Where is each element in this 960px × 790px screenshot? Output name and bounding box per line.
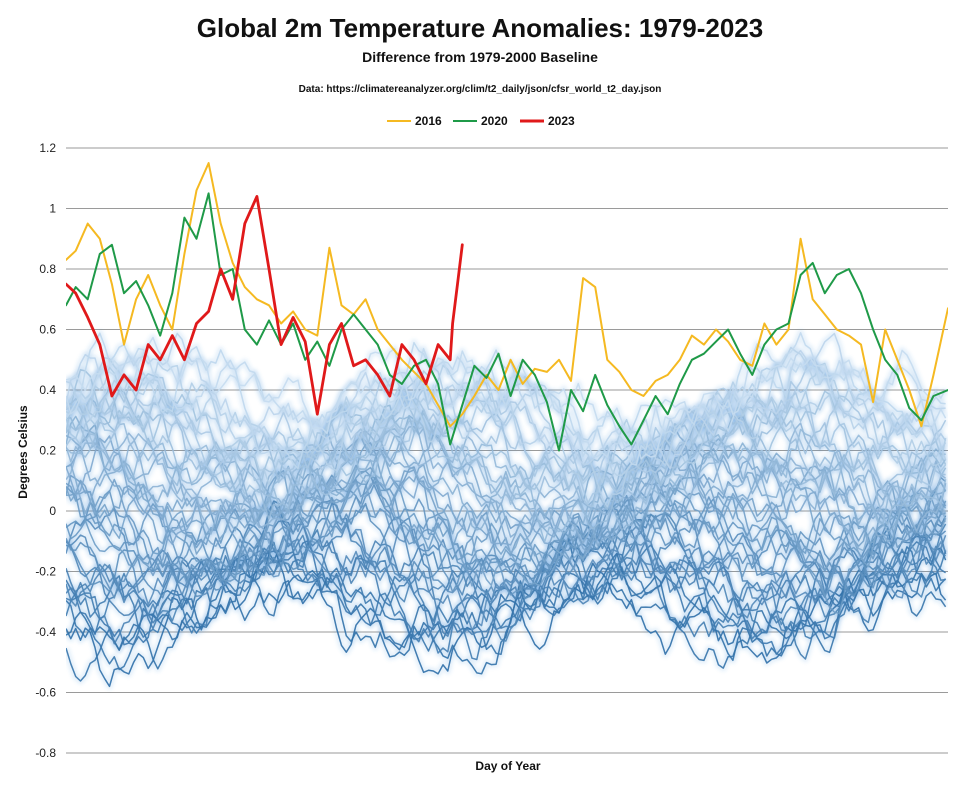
y-tick-label: 0.8 xyxy=(39,262,56,276)
x-axis-label: Day of Year xyxy=(475,759,540,773)
background-years-lines xyxy=(66,332,947,688)
y-tick-label: 1 xyxy=(49,202,56,216)
background-year-line xyxy=(66,537,947,682)
y-tick-label: -0.6 xyxy=(35,686,56,700)
background-year-line xyxy=(66,434,947,552)
background-year-line xyxy=(66,358,947,482)
background-year-line xyxy=(66,362,947,485)
y-tick-label: 0.6 xyxy=(39,323,56,337)
background-year-line xyxy=(66,499,947,631)
data-source-note: Data: https://climatereanalyzer.org/clim… xyxy=(299,84,662,95)
background-year-line xyxy=(66,387,947,530)
background-year-line xyxy=(66,332,946,470)
chart-subtitle: Difference from 1979-2000 Baseline xyxy=(362,49,598,65)
y-tick-label: -0.8 xyxy=(35,746,56,760)
background-year-line xyxy=(66,474,946,598)
background-year-line xyxy=(66,547,947,675)
y-axis-label: Degrees Celsius xyxy=(16,405,30,499)
y-tick-label: -0.2 xyxy=(35,565,56,579)
legend-label-2016: 2016 xyxy=(415,114,442,128)
background-year-line xyxy=(66,385,947,508)
background-year-line xyxy=(66,373,947,504)
background-year-line xyxy=(66,476,947,593)
series-line-2023 xyxy=(66,195,464,416)
background-year-line xyxy=(66,519,947,661)
y-tick-label: 1.2 xyxy=(39,141,56,155)
y-tick-label: 0.4 xyxy=(39,383,56,397)
background-year-line xyxy=(66,336,947,460)
background-year-line xyxy=(66,423,947,563)
legend: 2016 2020 2023 xyxy=(387,114,575,128)
background-year-line xyxy=(66,357,947,508)
y-tick-label: 0 xyxy=(49,504,56,518)
legend-label-2020: 2020 xyxy=(481,114,508,128)
y-tick-label: -0.4 xyxy=(35,625,56,639)
background-year-line xyxy=(66,389,947,511)
background-year-line xyxy=(66,515,947,637)
background-year-line xyxy=(66,414,946,534)
series-line-2020 xyxy=(66,192,948,452)
background-year-line xyxy=(66,476,947,615)
background-year-line xyxy=(66,528,946,643)
y-tick-label: 0.2 xyxy=(39,444,56,458)
background-year-line xyxy=(66,392,946,505)
background-year-line xyxy=(66,427,946,554)
chart-title: Global 2m Temperature Anomalies: 1979-20… xyxy=(197,13,763,43)
highlighted-series xyxy=(66,162,948,452)
y-axis-ticks: 1.2 1 0.8 0.6 0.4 0.2 0 -0.2 -0.4 -0.6 -0.8 xyxy=(35,141,56,760)
legend-label-2023: 2023 xyxy=(548,114,575,128)
background-year-line xyxy=(66,420,947,535)
